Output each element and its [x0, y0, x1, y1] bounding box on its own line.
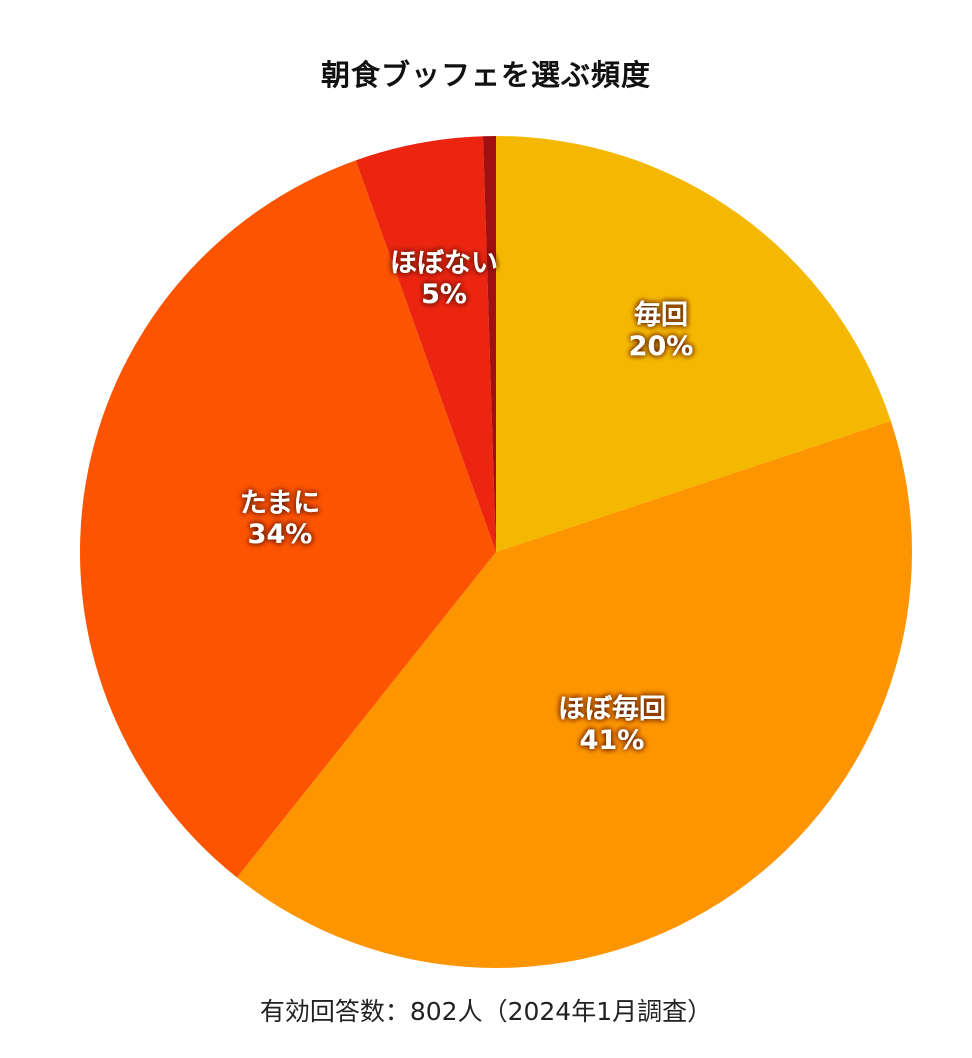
slice-category-label: 毎回	[634, 300, 688, 331]
slice-percent-label: 20%	[629, 331, 694, 362]
slice-label-3: たまに 34%	[240, 488, 320, 550]
survey-note: 有効回答数：802人（2024年1月調査）	[259, 997, 713, 1026]
slice-label-2: ほぼ毎回 41%	[558, 694, 666, 756]
pie-slice-5	[483, 135, 496, 552]
slice-label-1: 毎回 20%	[629, 300, 694, 362]
chart-title: 朝食ブッフェを選ぶ頻度	[320, 58, 651, 92]
pie-slice-1	[496, 135, 891, 552]
slice-percent-label: 34%	[248, 519, 313, 550]
pie-slice-4	[355, 136, 496, 552]
slice-label-4: ほぼない 5%	[390, 248, 498, 310]
pie-labels: 毎回 20% ほぼ毎回 41% たまに 34% ほぼない 5%	[240, 248, 693, 756]
slice-category-label: ほぼ毎回	[558, 694, 666, 725]
slice-category-label: たまに	[240, 488, 320, 519]
pie-slice-2	[236, 420, 913, 969]
pie-slices	[79, 135, 913, 969]
slice-percent-label: 41%	[580, 725, 645, 756]
slice-percent-label: 5%	[421, 279, 467, 310]
slice-category-label: ほぼない	[390, 248, 498, 279]
pie-slice-3	[79, 160, 496, 878]
